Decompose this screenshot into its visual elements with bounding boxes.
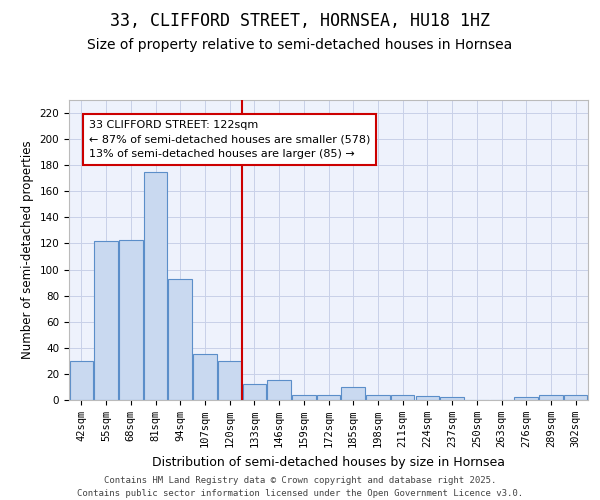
- Bar: [514, 398, 538, 400]
- X-axis label: Distribution of semi-detached houses by size in Hornsea: Distribution of semi-detached houses by …: [152, 456, 505, 468]
- Bar: [94, 241, 118, 400]
- Bar: [268, 380, 291, 400]
- Bar: [416, 396, 439, 400]
- Text: 33, CLIFFORD STREET, HORNSEA, HU18 1HZ: 33, CLIFFORD STREET, HORNSEA, HU18 1HZ: [110, 12, 490, 30]
- Bar: [119, 240, 143, 400]
- Bar: [193, 354, 217, 400]
- Bar: [317, 395, 340, 400]
- Bar: [539, 395, 563, 400]
- Bar: [366, 395, 389, 400]
- Text: Size of property relative to semi-detached houses in Hornsea: Size of property relative to semi-detach…: [88, 38, 512, 52]
- Bar: [564, 395, 587, 400]
- Text: 33 CLIFFORD STREET: 122sqm
← 87% of semi-detached houses are smaller (578)
13% o: 33 CLIFFORD STREET: 122sqm ← 87% of semi…: [89, 120, 370, 159]
- Bar: [144, 172, 167, 400]
- Text: Contains HM Land Registry data © Crown copyright and database right 2025.
Contai: Contains HM Land Registry data © Crown c…: [77, 476, 523, 498]
- Bar: [169, 278, 192, 400]
- Y-axis label: Number of semi-detached properties: Number of semi-detached properties: [21, 140, 34, 360]
- Bar: [391, 395, 415, 400]
- Bar: [292, 395, 316, 400]
- Bar: [70, 361, 93, 400]
- Bar: [341, 387, 365, 400]
- Bar: [218, 361, 241, 400]
- Bar: [440, 398, 464, 400]
- Bar: [242, 384, 266, 400]
